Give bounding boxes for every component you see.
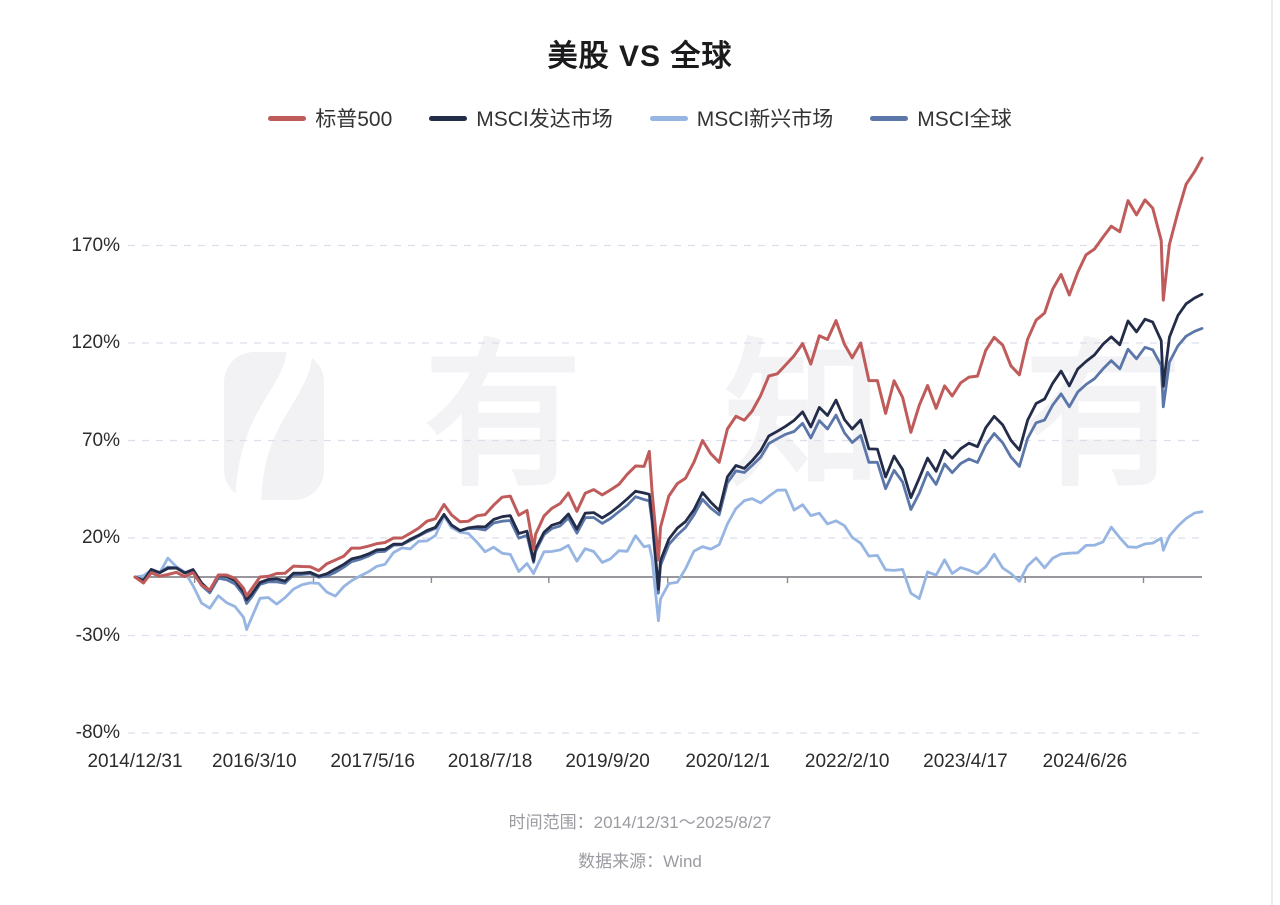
msci-acwi-line bbox=[133, 326, 1204, 605]
page-edge-divider bbox=[1271, 0, 1273, 905]
x-tick-label-2019-9-20: 2019/9/20 bbox=[565, 751, 650, 772]
x-tick-label-2018-7-18: 2018/7/18 bbox=[447, 751, 533, 772]
msci-acwi-swatch-icon bbox=[870, 115, 909, 121]
y-tick-label--80: -80% bbox=[75, 722, 120, 743]
youzhiyouxing-logo-icon bbox=[224, 352, 324, 500]
legend-item-msci-developed[interactable]: MSCI发达市场 bbox=[429, 103, 613, 133]
legend-label-msci-emerging: MSCI新兴市场 bbox=[696, 108, 834, 131]
msci-emerging-line bbox=[133, 488, 1204, 631]
y-tick-label--30: -30% bbox=[75, 624, 120, 646]
y-tick-label-120: 120% bbox=[71, 332, 120, 353]
x-tick-label-2014-12-31: 2014/12/31 bbox=[87, 751, 183, 772]
data-source-label: 数据来源：Wind bbox=[578, 852, 702, 871]
sp500-line bbox=[133, 156, 1204, 598]
x-tick-label-2022-2-10: 2022/2/10 bbox=[804, 751, 890, 772]
chart-legend: 标普500 MSCI发达市场 MSCI新兴市场 MSCI全球 bbox=[0, 103, 1280, 133]
watermark-text: 有知有行 bbox=[424, 329, 1280, 505]
legend-label-msci-acwi: MSCI全球 bbox=[917, 108, 1012, 131]
chart-title: 美股 VS 全球 bbox=[547, 40, 733, 73]
legend-label-sp500: 标普500 bbox=[315, 108, 393, 131]
legend-item-msci-acwi[interactable]: MSCI全球 bbox=[870, 103, 1012, 133]
y-tick-label-170: 170% bbox=[71, 234, 120, 256]
x-tick-label-2023-4-17: 2023/4/17 bbox=[923, 751, 1008, 772]
x-tick-label-2017-5-16: 2017/5/16 bbox=[330, 751, 415, 772]
y-tick-label-70: 70% bbox=[81, 429, 120, 451]
msci-developed-swatch-icon bbox=[429, 115, 468, 121]
y-tick-label-20: 20% bbox=[81, 527, 120, 548]
sp500-swatch-icon bbox=[268, 115, 307, 121]
msci-emerging-swatch-icon bbox=[649, 115, 688, 121]
legend-label-msci-developed: MSCI发达市场 bbox=[476, 108, 613, 131]
time-range-label: 时间范围：2014/12/31～2025/8/27 bbox=[508, 813, 772, 832]
msci-developed-line bbox=[133, 292, 1204, 602]
x-tick-label-2020-12-1: 2020/12/1 bbox=[685, 751, 770, 772]
x-tick-label-2016-3-10: 2016/3/10 bbox=[212, 751, 297, 772]
legend-item-msci-emerging[interactable]: MSCI新兴市场 bbox=[649, 103, 834, 133]
legend-item-sp500[interactable]: 标普500 bbox=[268, 103, 392, 133]
x-tick-label-2024-6-26: 2024/6/26 bbox=[1042, 751, 1128, 772]
